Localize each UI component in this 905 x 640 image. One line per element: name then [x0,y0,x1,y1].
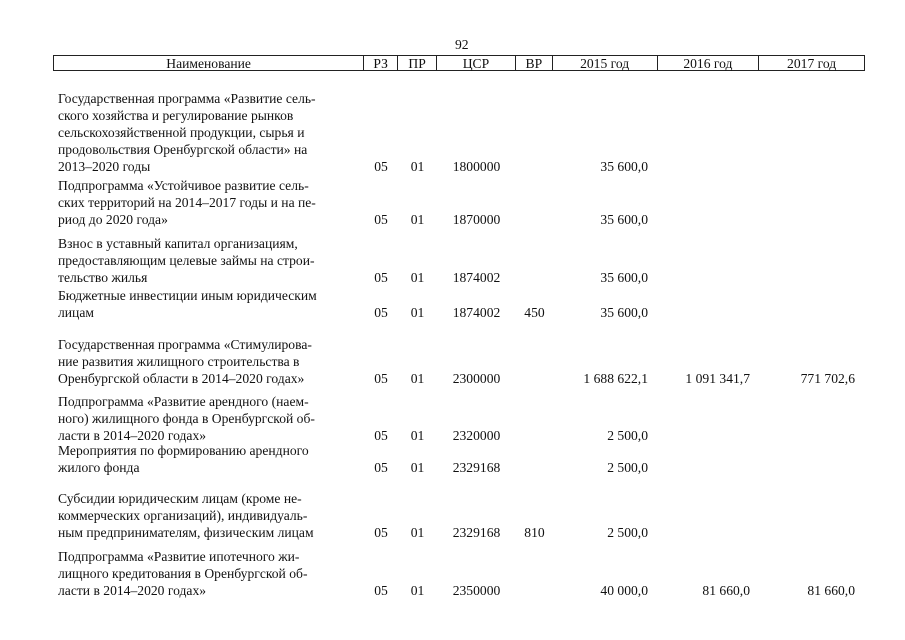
cell-2016: 1 091 341,7 [685,371,750,386]
cell-rz: 05 [374,428,388,443]
page-number: 92 [455,37,469,52]
cell-pr: 01 [410,270,425,285]
table-row: Мероприятия по формированию арендного жи… [58,442,866,476]
table-row: Государственная программа «Стимулирова- … [58,336,866,387]
cell-csr: 1874002 [452,270,501,285]
row-name: Государственная программа «Развитие сель… [58,91,316,174]
cell-vr: 810 [524,525,545,540]
row-name: Бюджетные инвестиции иным юридическим ли… [58,288,317,320]
cell-pr: 01 [410,428,425,443]
cell-csr: 1874002 [452,305,501,320]
header-2017: 2017 год [787,56,837,71]
cell-2015: 2 500,0 [607,428,648,443]
cell-pr: 01 [410,583,425,598]
table-row: Государственная программа «Развитие сель… [58,90,866,175]
header-vr: ВР [516,56,553,71]
cell-pr: 01 [410,460,425,475]
cell-2016: 81 660,0 [702,583,750,598]
row-name: Взнос в уставный капитал организациям, п… [58,236,315,285]
cell-2015: 35 600,0 [600,159,648,174]
cell-rz: 05 [374,583,388,598]
cell-csr: 2329168 [452,460,501,475]
cell-rz: 05 [374,525,388,540]
row-name: Подпрограмма «Развитие арендного (наем- … [58,394,315,443]
table-row: Подпрограмма «Устойчивое развитие сель- … [58,177,866,228]
cell-csr: 2329168 [452,525,501,540]
cell-rz: 05 [374,212,388,227]
row-name: Государственная программа «Стимулирова- … [58,337,312,386]
cell-2017: 81 660,0 [807,583,855,598]
header-2016: 2016 год [658,56,760,71]
cell-2015: 35 600,0 [600,270,648,285]
header-rz: РЗ [364,56,399,71]
cell-csr: 2320000 [452,428,501,443]
cell-2015: 40 000,0 [600,583,648,598]
cell-rz: 05 [374,460,388,475]
cell-2015: 2 500,0 [607,460,648,475]
header-name: Наименование [54,56,365,71]
cell-pr: 01 [410,305,425,320]
header-pr: ПР [398,56,438,71]
header-2015: 2015 год [553,56,658,71]
cell-pr: 01 [410,159,425,174]
cell-pr: 01 [410,212,425,227]
table-header: Наименование РЗ ПР ЦСР ВР 2015 год 2016 … [53,55,865,71]
cell-rz: 05 [374,159,388,174]
cell-2015: 1 688 622,1 [583,371,648,386]
cell-vr: 450 [524,305,545,320]
table-row: Подпрограмма «Развитие арендного (наем- … [58,393,866,444]
cell-csr: 2350000 [452,583,501,598]
cell-csr: 2300000 [452,371,501,386]
cell-rz: 05 [374,270,388,285]
row-name: Подпрограмма «Развитие ипотечного жи- ли… [58,549,308,598]
row-name: Субсидии юридическим лицам (кроме не- ко… [58,491,314,540]
header-csr: ЦСР [437,56,516,71]
row-name: Подпрограмма «Устойчивое развитие сель- … [58,178,316,227]
cell-csr: 1800000 [452,159,501,174]
cell-2015: 35 600,0 [600,212,648,227]
row-name: Мероприятия по формированию арендного жи… [58,443,309,475]
table-row: Подпрограмма «Развитие ипотечного жи- ли… [58,548,866,599]
cell-pr: 01 [410,525,425,540]
cell-csr: 1870000 [452,212,501,227]
cell-2017: 771 702,6 [800,371,855,386]
table-row: Бюджетные инвестиции иным юридическим ли… [58,287,866,321]
table-row: Взнос в уставный капитал организациям, п… [58,235,866,286]
cell-2015: 35 600,0 [600,305,648,320]
cell-rz: 05 [374,305,388,320]
cell-pr: 01 [410,371,425,386]
cell-2015: 2 500,0 [607,525,648,540]
cell-rz: 05 [374,371,388,386]
table-row: Субсидии юридическим лицам (кроме не- ко… [58,490,866,541]
